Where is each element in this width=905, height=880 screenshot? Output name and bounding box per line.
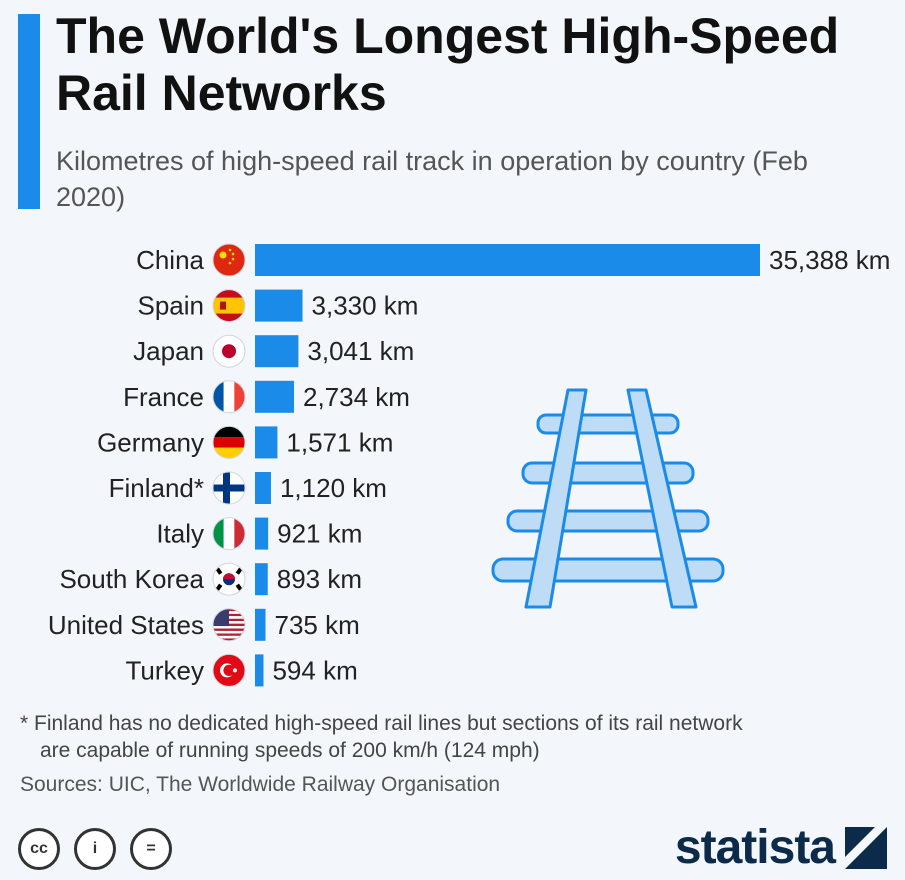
chart-title: The World's Longest High-Speed Rail Netw… [56,8,840,121]
bar-chart: China 35,388 km Spain 3,330 km Japan 3,041 km… [48,243,890,687]
sources: Sources: UIC, The Worldwide Railway Orga… [20,773,501,796]
category-label: Turkey [126,655,205,685]
bar [255,335,299,368]
france-flag-icon [212,380,246,414]
japan-flag-icon [212,334,246,368]
category-label: Spain [138,291,205,321]
bar [255,563,268,596]
category-label: Japan [133,336,204,366]
statista-logo[interactable]: statista [675,820,887,875]
spain-flag-icon [212,289,246,323]
category-label: Italy [156,519,204,549]
bar [255,608,266,641]
data-label: 3,330 km [312,291,419,321]
data-label: 35,388 km [769,245,890,275]
attribution-icon[interactable]: i [74,828,116,870]
category-label: Finland* [109,473,204,503]
bar [255,517,269,550]
bar [255,426,278,459]
statista-logo-text: statista [674,821,836,874]
bar [255,289,303,322]
south-korea-flag-icon [212,562,246,596]
category-label: South Korea [59,564,204,594]
category-label: Germany [97,427,204,457]
footnote-line-2: are capable of running speeds of 200 km/… [40,739,540,762]
accent-bar [18,14,40,209]
finland-flag-icon [212,471,246,505]
footnote: * Finland has no dedicated high-speed ra… [20,710,890,764]
bar [255,472,271,504]
category-label: China [136,245,204,275]
italy-flag-icon [212,517,246,551]
no-derivatives-icon[interactable]: = [130,828,172,870]
chart-subtitle: Kilometres of high-speed rail track in o… [56,146,808,212]
data-label: 2,734 km [303,382,410,412]
bar [255,380,295,413]
statista-logo-icon [845,826,887,869]
category-label: United States [48,610,204,640]
creative-commons-icon[interactable]: cc [18,828,60,870]
data-label: 594 km [272,655,357,685]
data-label: 1,120 km [280,473,387,503]
bar [255,654,264,687]
license-icons: cc i = [18,828,172,870]
footnote-line-1: * Finland has no dedicated high-speed ra… [20,712,743,735]
railway-track-icon [491,388,725,609]
data-label: 1,571 km [286,427,393,457]
united-states-flag-icon [212,608,246,642]
bar [255,244,760,276]
data-label: 735 km [274,610,359,640]
china-flag-icon [212,243,246,277]
turkey-flag-icon [212,653,246,687]
germany-flag-icon [212,425,246,459]
data-label: 3,041 km [307,336,414,366]
data-label: 921 km [277,519,362,549]
data-label: 893 km [277,564,362,594]
category-label: France [123,382,204,412]
